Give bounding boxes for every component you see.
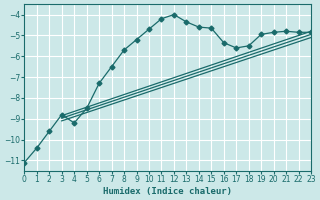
X-axis label: Humidex (Indice chaleur): Humidex (Indice chaleur) bbox=[103, 187, 232, 196]
